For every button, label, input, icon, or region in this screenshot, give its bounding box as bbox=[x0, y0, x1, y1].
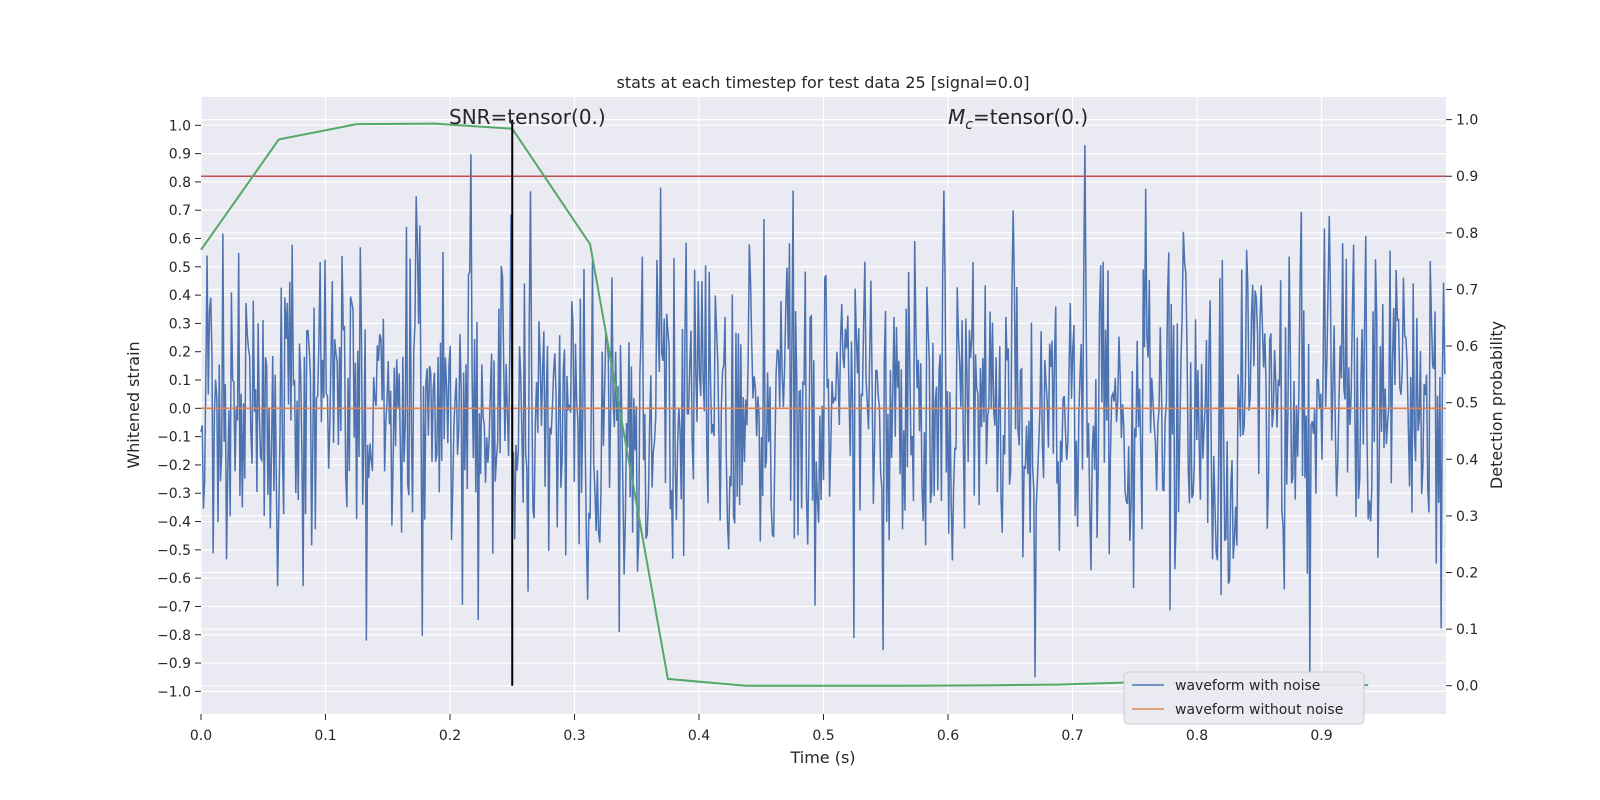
x-tick-label: 0.0 bbox=[190, 728, 212, 744]
left-tick-label: 0.0 bbox=[169, 401, 191, 417]
chart-title: stats at each timestep for test data 25 … bbox=[617, 73, 1030, 92]
right-tick-label: 0.7 bbox=[1456, 282, 1478, 298]
left-tick-label: 1.0 bbox=[169, 118, 191, 134]
x-tick-label: 0.2 bbox=[439, 728, 461, 744]
legend-label-noisy: waveform with noise bbox=[1175, 678, 1320, 694]
left-tick-label: −0.4 bbox=[157, 515, 191, 531]
left-tick-label: −0.3 bbox=[157, 486, 191, 502]
right-tick-label: 0.4 bbox=[1456, 452, 1478, 468]
series-waveform-with-noise bbox=[200, 145, 1446, 678]
left-tick-label: 0.5 bbox=[169, 260, 191, 276]
x-tick-label: 0.4 bbox=[688, 728, 710, 744]
mc-annotation: Mc=tensor(0.) bbox=[948, 105, 1088, 133]
snr-annotation: SNR=tensor(0.) bbox=[449, 105, 606, 129]
x-axis-label: Time (s) bbox=[789, 748, 855, 767]
series-layer bbox=[200, 119, 1446, 687]
mc-value: =tensor(0.) bbox=[973, 105, 1088, 129]
left-axis-label: Whitened strain bbox=[124, 341, 143, 468]
x-tick-label: 0.9 bbox=[1310, 728, 1332, 744]
right-tick-label: 0.6 bbox=[1456, 339, 1478, 355]
left-tick-label: −0.6 bbox=[157, 571, 191, 587]
left-tick-label: 0.1 bbox=[169, 373, 191, 389]
left-tick-label: −0.5 bbox=[157, 543, 191, 559]
x-tick-label: 0.7 bbox=[1061, 728, 1083, 744]
left-tick-label: 0.4 bbox=[169, 288, 191, 304]
left-tick-label: 0.6 bbox=[169, 232, 191, 248]
x-tick-label: 0.8 bbox=[1186, 728, 1208, 744]
left-tick-label: 0.9 bbox=[169, 147, 191, 163]
x-tick-label: 0.6 bbox=[937, 728, 959, 744]
right-axis-ticks: 1.0 0.9 0.8 0.7 0.6 0.5 0.4 0.3 0.2 0.1 0.0 bbox=[1446, 113, 1478, 695]
left-tick-label: −0.1 bbox=[157, 430, 191, 446]
legend-label-clean: waveform without noise bbox=[1175, 702, 1343, 718]
left-tick-label: −0.2 bbox=[157, 458, 191, 474]
right-tick-label: 0.8 bbox=[1456, 226, 1478, 242]
x-tick-label: 0.1 bbox=[314, 728, 336, 744]
right-tick-label: 0.5 bbox=[1456, 396, 1478, 412]
left-tick-label: −0.9 bbox=[157, 656, 191, 672]
left-tick-label: 0.7 bbox=[169, 203, 191, 219]
right-tick-label: 0.3 bbox=[1456, 509, 1478, 525]
right-tick-label: 1.0 bbox=[1456, 113, 1478, 129]
x-tick-label: 0.5 bbox=[812, 728, 834, 744]
mc-subscript: c bbox=[965, 117, 973, 133]
left-tick-label: 0.3 bbox=[169, 316, 191, 332]
right-tick-label: 0.1 bbox=[1456, 622, 1478, 638]
legend: waveform with noise waveform without noi… bbox=[1123, 671, 1365, 725]
legend-box bbox=[1123, 671, 1365, 725]
left-axis-ticks: 1.0 0.9 0.8 0.7 0.6 0.5 0.4 0.3 0.2 0.1 0.0 −0.1 −0.… bbox=[157, 118, 201, 700]
mc-symbol: M bbox=[948, 105, 965, 129]
left-tick-label: −0.8 bbox=[157, 628, 191, 644]
right-tick-label: 0.9 bbox=[1456, 169, 1478, 185]
right-tick-label: 0.0 bbox=[1456, 679, 1478, 695]
right-tick-label: 0.2 bbox=[1456, 565, 1478, 581]
x-tick-label: 0.3 bbox=[563, 728, 585, 744]
left-tick-label: −1.0 bbox=[157, 684, 191, 700]
left-tick-label: 0.8 bbox=[169, 175, 191, 191]
left-tick-label: 0.2 bbox=[169, 345, 191, 361]
right-axis-label: Detection probability bbox=[1487, 321, 1506, 489]
left-tick-label: −0.7 bbox=[157, 599, 191, 615]
